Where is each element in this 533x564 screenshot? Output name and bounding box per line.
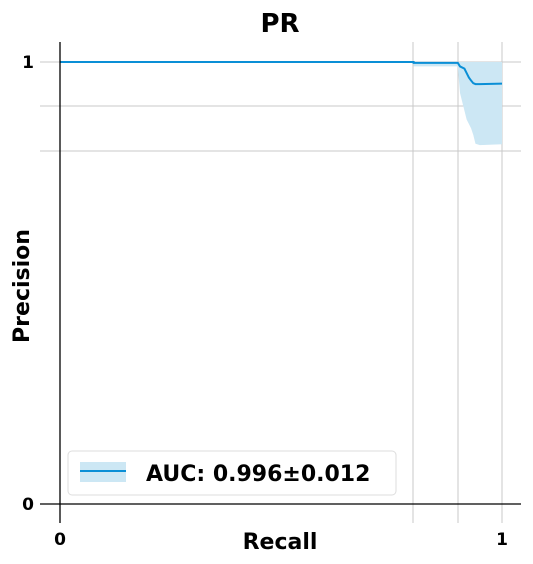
legend-box [67, 450, 397, 496]
y-axis-label: Precision [10, 229, 35, 343]
chart-title: PR [260, 9, 299, 39]
x-tick-label: 0 [54, 530, 66, 550]
legend-label: AUC: 0.996±0.012 [146, 462, 370, 487]
x-tick-label: 1 [496, 530, 508, 550]
y-tick-label: 1 [22, 53, 34, 73]
axes [40, 42, 521, 523]
confidence-band-area [60, 62, 502, 146]
x-axis-label: Recall [243, 530, 318, 555]
series-line [60, 61, 503, 86]
legend: AUC: 0.996±0.012 [67, 450, 397, 496]
y-tick-label: 0 [22, 495, 34, 515]
confidence-band [60, 62, 502, 146]
pr-curve [60, 61, 503, 86]
tick-labels: 0 1 0 1 [22, 53, 508, 550]
